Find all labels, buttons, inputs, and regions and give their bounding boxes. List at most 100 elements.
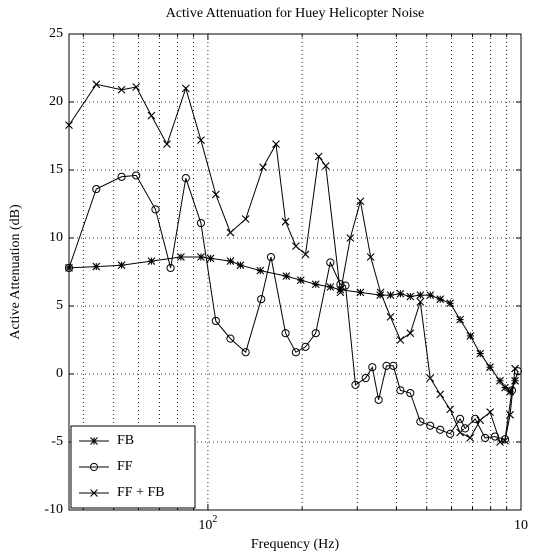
marker-stroke	[366, 253, 375, 261]
marker-circle	[436, 425, 445, 434]
marker	[336, 288, 345, 297]
marker	[406, 292, 415, 301]
marker	[361, 373, 370, 383]
marker-stroke	[226, 228, 235, 237]
marker	[486, 408, 495, 416]
marker	[416, 298, 425, 306]
marker	[476, 349, 485, 358]
marker	[501, 436, 509, 445]
marker	[396, 289, 405, 298]
marker	[396, 336, 405, 344]
marker	[92, 80, 101, 89]
marker	[506, 410, 514, 419]
marker-circle	[92, 184, 101, 194]
marker	[236, 261, 245, 270]
marker	[456, 428, 464, 437]
marker-stroke	[211, 190, 220, 199]
marker-circle	[336, 280, 345, 289]
marker	[296, 276, 305, 285]
marker	[446, 405, 455, 414]
marker	[436, 295, 445, 304]
marker-stroke	[336, 288, 345, 297]
marker	[151, 205, 160, 214]
marker	[301, 342, 310, 351]
marker	[321, 162, 330, 170]
marker-circle	[416, 417, 425, 426]
marker	[147, 257, 156, 266]
marker-circle	[211, 316, 220, 326]
marker-circle	[461, 424, 470, 433]
marker	[356, 197, 365, 206]
marker	[486, 363, 494, 372]
marker-stroke	[456, 428, 464, 437]
marker-stroke	[314, 152, 323, 161]
marker-circle	[396, 386, 405, 395]
marker	[461, 424, 470, 433]
marker	[259, 163, 267, 172]
marker	[92, 262, 101, 271]
marker-stroke	[416, 298, 425, 306]
marker-circle	[351, 380, 360, 389]
marker	[326, 283, 335, 291]
marker	[117, 85, 126, 94]
marker	[117, 261, 126, 270]
marker	[496, 438, 504, 446]
marker-stroke	[426, 374, 435, 382]
marker	[396, 386, 405, 395]
marker-stroke	[396, 336, 405, 344]
marker-stroke	[147, 111, 156, 120]
marker	[356, 288, 365, 297]
marker	[177, 253, 185, 261]
marker	[266, 252, 276, 262]
marker-circle	[426, 421, 435, 430]
marker	[272, 140, 280, 149]
marker	[92, 184, 101, 194]
marker-stroke	[496, 438, 504, 446]
marker-stroke	[301, 250, 310, 259]
marker	[456, 414, 465, 423]
marker-stroke	[92, 80, 101, 89]
y-tick-label: 20	[49, 94, 63, 109]
marker	[456, 315, 464, 324]
marker	[206, 254, 215, 263]
y-tick-label: 25	[49, 26, 63, 41]
marker-stroke	[486, 408, 495, 416]
marker-stroke	[65, 121, 73, 130]
marker	[446, 299, 455, 308]
marker	[226, 334, 235, 343]
marker	[500, 435, 510, 444]
marker-stroke	[346, 234, 355, 242]
marker-circle	[326, 258, 335, 267]
marker-stroke	[356, 197, 365, 206]
legend-label: FB	[117, 433, 134, 448]
marker	[374, 395, 383, 404]
marker-stroke	[132, 83, 141, 91]
marker-circle	[361, 373, 370, 383]
marker-stroke	[181, 84, 190, 93]
marker	[436, 425, 445, 434]
marker	[166, 263, 175, 273]
marker	[292, 242, 300, 251]
marker	[181, 84, 190, 93]
marker	[90, 437, 98, 445]
y-tick-label: 0	[56, 366, 63, 381]
marker-stroke	[259, 163, 267, 172]
marker	[281, 329, 290, 338]
marker	[65, 121, 73, 130]
marker-circle	[456, 414, 465, 423]
marker	[336, 280, 345, 289]
legend-label: FF	[117, 459, 133, 474]
marker-circle	[151, 205, 160, 214]
chart-title: Active Attenuation for Huey Helicopter N…	[166, 6, 425, 21]
marker	[389, 361, 398, 370]
marker-circle	[257, 295, 266, 304]
marker-stroke	[117, 85, 126, 94]
marker-circle	[291, 348, 301, 357]
marker-circle	[196, 218, 206, 228]
marker	[416, 417, 425, 426]
marker-stroke	[406, 329, 415, 338]
marker-stroke	[436, 390, 445, 399]
marker-circle	[117, 172, 126, 181]
marker-stroke	[446, 405, 455, 414]
